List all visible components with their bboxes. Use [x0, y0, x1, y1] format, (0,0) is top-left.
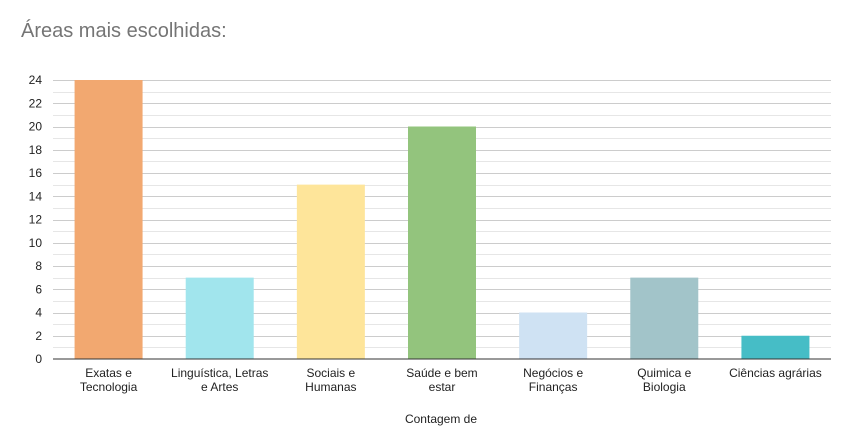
y-tick-label: 18 — [29, 143, 43, 157]
y-tick-label: 4 — [35, 306, 42, 320]
x-category-label: Ciências agrárias — [729, 366, 822, 380]
x-category-label-line: Negócios e — [523, 366, 583, 380]
x-category-label-line: Tecnologia — [80, 380, 138, 394]
bar — [74, 80, 143, 359]
y-tick-label: 0 — [35, 352, 42, 366]
x-category-label: Sociais e Humanas — [305, 366, 356, 394]
y-tick-label: 20 — [29, 120, 43, 134]
x-category-label-line: Saúde e bem — [406, 366, 477, 380]
x-category-label: Saúde e bem estar — [406, 366, 477, 394]
x-category-label-line: Biologia — [643, 380, 686, 394]
y-tick-label: 24 — [29, 73, 43, 87]
y-tick-label: 14 — [29, 189, 43, 203]
x-category-label-line: e Artes — [201, 380, 238, 394]
y-tick-label: 10 — [29, 236, 43, 250]
x-category-label: Negócios e Finanças — [523, 366, 583, 394]
x-category-label-line: Humanas — [305, 380, 356, 394]
category-labels: Exatas e Tecnologia Linguística, Letras e A… — [80, 366, 822, 394]
x-category-label: Quimica e Biologia — [637, 366, 691, 394]
y-tick-label: 12 — [29, 213, 43, 227]
x-category-label-line: Exatas e — [85, 366, 132, 380]
x-category-label-line: Ciências agrárias — [729, 366, 822, 380]
y-tick-label: 6 — [35, 282, 42, 296]
bar — [185, 277, 254, 359]
x-category-label-line: Quimica e — [637, 366, 691, 380]
x-axis-label: Contagem de — [405, 412, 477, 426]
bar — [741, 335, 810, 359]
bar — [630, 277, 699, 359]
bar — [519, 312, 588, 359]
x-category-label-line: Linguística, Letras — [171, 366, 268, 380]
bar — [296, 184, 365, 359]
y-tick-label: 22 — [29, 96, 43, 110]
y-tick-label: 8 — [35, 259, 42, 273]
x-category-label-line: estar — [429, 380, 456, 394]
bar — [408, 126, 476, 359]
x-category-label: Linguística, Letras e Artes — [171, 366, 268, 394]
chart-title: Áreas mais escolhidas: — [21, 20, 227, 42]
bars — [74, 80, 810, 359]
x-category-label-line: Sociais e — [307, 366, 356, 380]
x-category-label: Exatas e Tecnologia — [80, 366, 138, 394]
x-category-label-line: Finanças — [529, 380, 578, 394]
y-tick-label: 16 — [29, 166, 43, 180]
y-tick-label: 2 — [35, 329, 42, 343]
